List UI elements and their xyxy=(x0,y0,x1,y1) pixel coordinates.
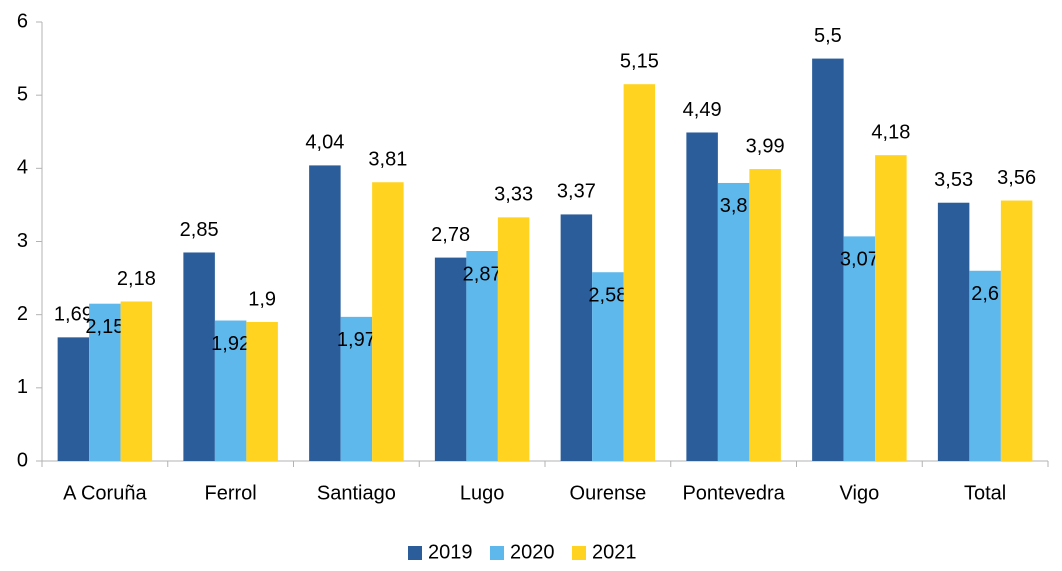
x-tick-label: Ourense xyxy=(570,482,647,504)
bar xyxy=(434,257,467,461)
bar xyxy=(749,169,781,461)
value-label: 3,8 xyxy=(720,195,748,217)
legend-label: 2020 xyxy=(510,541,555,563)
x-tick-label: A Coruña xyxy=(63,482,147,504)
x-tick-label: Pontevedra xyxy=(682,482,785,504)
legend-swatch xyxy=(490,546,504,560)
value-label: 2,6 xyxy=(971,283,999,305)
y-tick-label: 5 xyxy=(17,83,28,105)
value-label: 4,18 xyxy=(871,121,910,143)
value-label: 4,04 xyxy=(305,132,344,154)
value-label: 3,99 xyxy=(746,135,785,157)
bar xyxy=(466,251,498,461)
value-label: 3,53 xyxy=(934,169,973,191)
bar xyxy=(340,316,373,461)
y-tick-label: 0 xyxy=(17,449,28,471)
x-tick-label: Santiago xyxy=(317,482,396,504)
legend-label: 2021 xyxy=(592,541,637,563)
bar xyxy=(89,303,121,461)
bar xyxy=(372,182,404,462)
bar xyxy=(309,165,341,461)
value-label: 2,15 xyxy=(85,316,124,338)
value-label: 1,9 xyxy=(248,288,276,310)
bar xyxy=(969,270,1001,461)
bar xyxy=(120,301,153,461)
value-label: 1,92 xyxy=(211,333,250,355)
bar xyxy=(592,272,624,461)
bar xyxy=(875,155,907,461)
value-label: 2,87 xyxy=(463,263,502,285)
bar xyxy=(623,84,656,462)
bar xyxy=(686,132,718,461)
y-tick-label: 4 xyxy=(17,157,28,179)
bar xyxy=(183,252,215,461)
value-label: 3,81 xyxy=(368,149,407,171)
value-label: 5,15 xyxy=(620,50,659,72)
value-label: 3,07 xyxy=(840,249,879,271)
x-tick-label: Total xyxy=(964,482,1006,504)
value-label: 2,85 xyxy=(180,219,219,241)
legend-swatch xyxy=(572,546,586,560)
bar xyxy=(246,321,278,461)
value-label: 1,69 xyxy=(54,304,93,326)
x-tick-label: Ferrol xyxy=(205,482,257,504)
value-label: 2,58 xyxy=(588,285,627,307)
value-label: 3,33 xyxy=(494,184,533,206)
bar xyxy=(717,182,750,461)
y-tick-label: 3 xyxy=(17,230,28,252)
bar xyxy=(937,202,970,461)
bar xyxy=(812,58,844,461)
y-tick-label: 1 xyxy=(17,376,28,398)
x-tick-label: Vigo xyxy=(840,482,880,504)
bar xyxy=(843,236,876,461)
value-label: 2,78 xyxy=(431,224,470,246)
y-tick-label: 2 xyxy=(17,303,28,325)
y-tick-label: 6 xyxy=(17,10,28,32)
value-label: 3,37 xyxy=(557,181,596,203)
x-tick-label: Lugo xyxy=(460,482,505,504)
value-label: 2,18 xyxy=(117,268,156,290)
bar xyxy=(57,337,90,461)
value-label: 5,5 xyxy=(814,25,842,47)
bar xyxy=(1000,200,1033,461)
value-label: 1,97 xyxy=(337,329,376,351)
bar xyxy=(560,214,593,461)
value-label: 3,56 xyxy=(997,167,1036,189)
legend-swatch xyxy=(408,546,422,560)
value-label: 4,49 xyxy=(683,99,722,121)
bar xyxy=(214,320,247,461)
bar xyxy=(497,217,530,461)
legend-label: 2019 xyxy=(428,541,473,563)
